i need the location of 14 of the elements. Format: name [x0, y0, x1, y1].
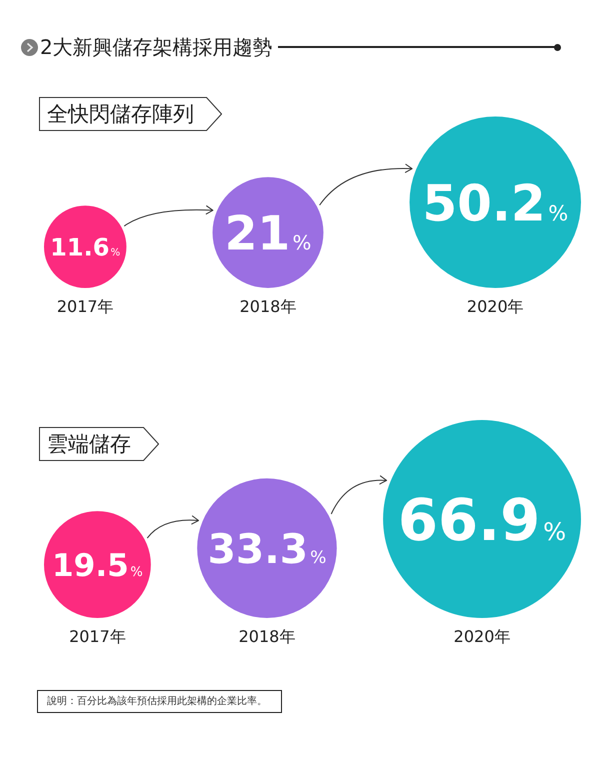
data-label: 33.3% [208, 524, 326, 573]
text: 2大新興儲存架構採用趨勢 [40, 34, 273, 60]
data-label: 66.9% [398, 486, 566, 554]
category-label: 2020年 [454, 627, 510, 646]
data-label: 50.2% [422, 174, 568, 232]
data-label: 21% [224, 206, 312, 262]
data-label: 19.5% [52, 548, 143, 584]
category-label: 2017年 [69, 627, 126, 646]
category-label: 2020年 [466, 297, 524, 316]
category-label: 2018年 [238, 627, 296, 646]
data-label: 11.6% [50, 233, 121, 262]
category-label: 2018年 [240, 297, 296, 316]
text: 說明：百分比為該年預估採用此架構的企業比率。 [37, 690, 282, 713]
category-label: 2017年 [56, 297, 114, 316]
